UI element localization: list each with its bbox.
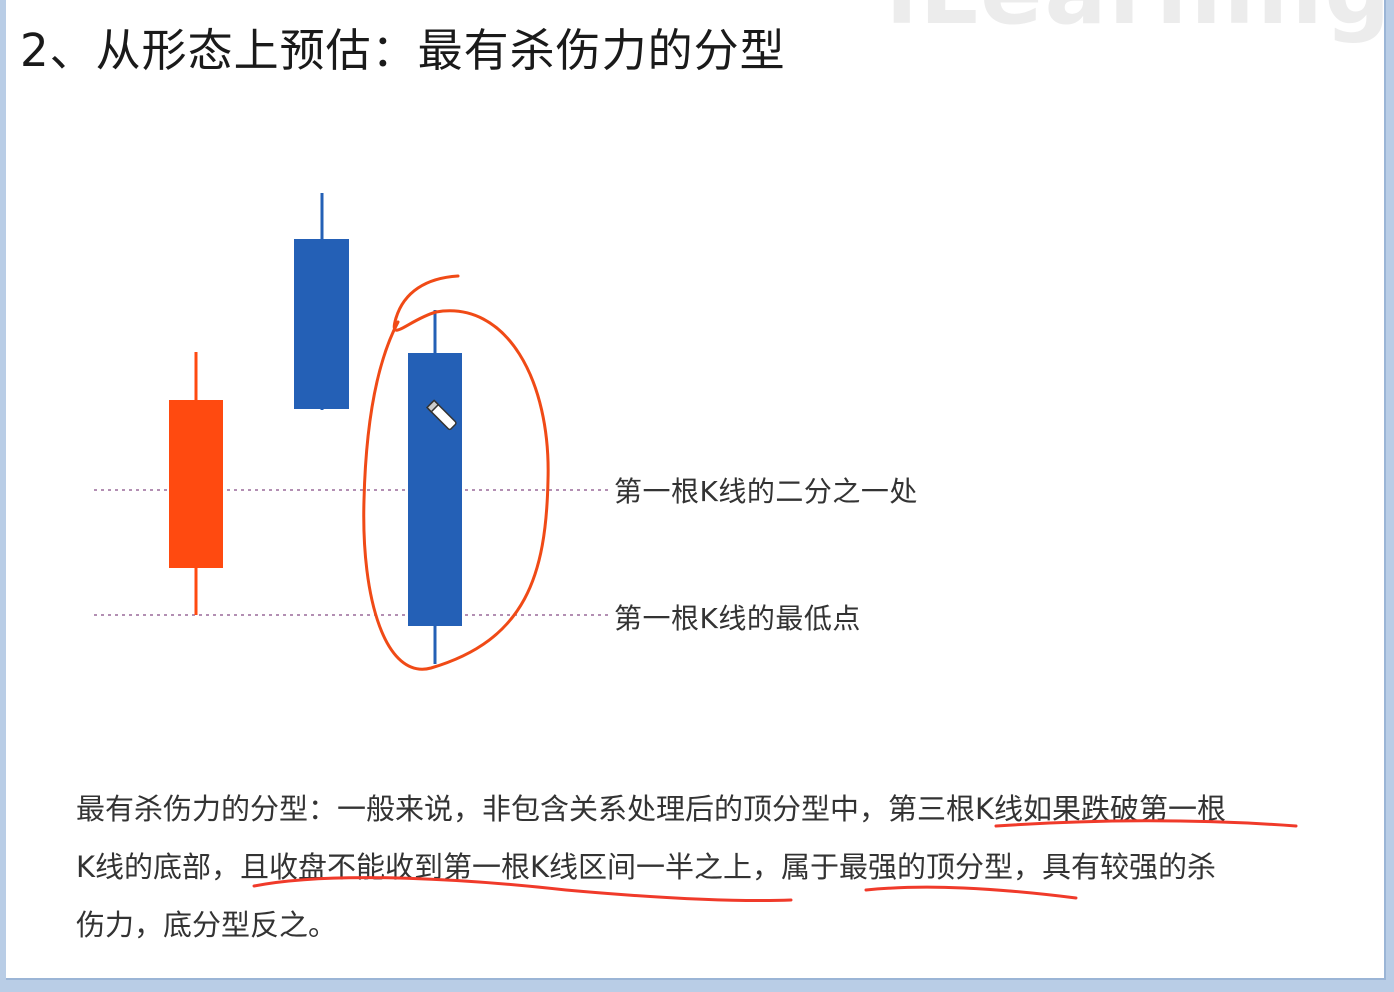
paragraph-line-2: K线的底部，且收盘不能收到第一根K线区间一半之上，属于最强的顶分型，具有较强的杀: [76, 850, 1217, 884]
paragraph-line-3: 伤力，底分型反之。: [76, 908, 338, 942]
low-level-label: 第一根K线的最低点: [614, 602, 861, 635]
candlestick-diagram: [94, 193, 611, 671]
candle-second: [294, 193, 349, 410]
description-paragraph: 最有杀伤力的分型：一般来说，非包含关系处理后的顶分型中，第三根K线如果跌破第一根…: [76, 780, 1316, 954]
paragraph-line-1: 最有杀伤力的分型：一般来说，非包含关系处理后的顶分型中，第三根K线如果跌破第一根: [76, 792, 1227, 826]
underline-2: [252, 876, 793, 903]
pen-cursor-icon: [426, 399, 457, 431]
underline-1: [994, 819, 1298, 828]
annotation-circle: [362, 274, 550, 671]
half-level-label: 第一根K线的二分之一处: [614, 475, 918, 508]
slide-title: 2、从形态上预估：最有杀伤力的分型: [20, 24, 786, 77]
candle-first: [169, 352, 223, 615]
underline-annotations: [252, 819, 1298, 903]
slide: iLearning 2、从形态上预估：最有杀伤力的分型 第一根K线的二分之一处 …: [6, 0, 1390, 980]
watermark: iLearning: [886, 0, 1392, 45]
candle-third: [408, 310, 462, 664]
underline-3: [864, 885, 1078, 900]
